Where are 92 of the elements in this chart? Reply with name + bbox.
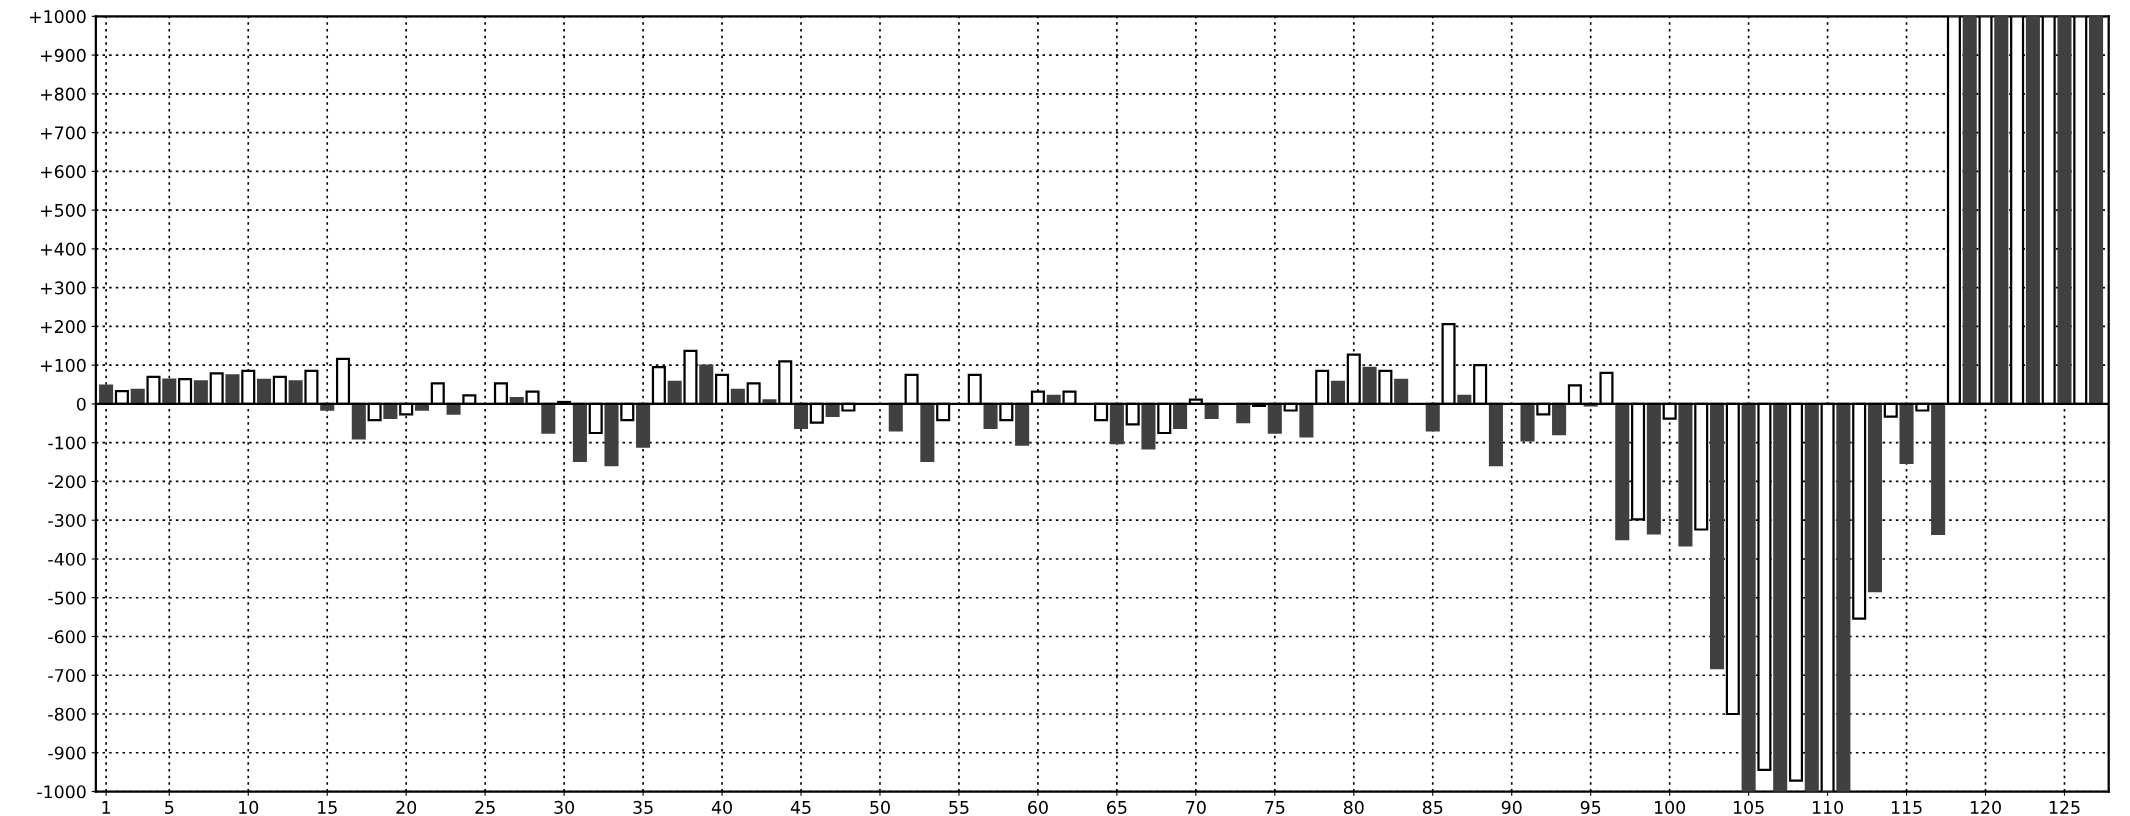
x-tick-label: 25: [475, 800, 495, 814]
x-tick-label: 100: [1654, 800, 1686, 814]
bar: [920, 402, 935, 463]
bar: [1773, 402, 1788, 792]
bar: [162, 378, 177, 406]
bar: [225, 374, 240, 406]
bar: [1330, 380, 1346, 406]
bar: [1962, 16, 1977, 406]
x-tick-label: 45: [790, 801, 811, 814]
bar: [2057, 16, 2072, 406]
bar: [636, 402, 651, 448]
x-tick-label: 60: [1028, 800, 1048, 814]
y-tick-label: +300: [40, 281, 86, 295]
y-tick-label: -200: [48, 475, 86, 489]
bar: [1015, 402, 1030, 446]
bar: [1931, 402, 1946, 535]
y-tick-label: -600: [48, 630, 86, 644]
bar: [1267, 402, 1282, 434]
bar: [1362, 366, 1377, 406]
bar: [1646, 402, 1661, 535]
y-tick-label: -300: [48, 513, 86, 528]
x-tick-label: 75: [1265, 801, 1285, 814]
bar: [604, 402, 619, 467]
x-tick-label: 90: [1501, 800, 1522, 814]
x-tick-label: 80: [1343, 800, 1364, 814]
bar: [1552, 402, 1567, 436]
x-tick-label: 15: [318, 801, 337, 814]
y-tick-label: +700: [40, 126, 86, 140]
bar: [888, 402, 903, 432]
y-tick-label: 0: [76, 397, 86, 411]
x-tick-label: 55: [949, 801, 969, 814]
y-tick-label: -100: [48, 436, 86, 450]
bar: [1899, 402, 1914, 464]
bar: [1741, 402, 1756, 792]
x-tick-label: 40: [711, 800, 732, 814]
y-tick-label: -900: [48, 746, 86, 760]
x-tick-label: 50: [870, 800, 890, 814]
x-tick-label: 110: [1812, 800, 1843, 814]
x-tick-label: 30: [554, 800, 575, 814]
bar: [351, 402, 366, 440]
y-tick-label: -400: [48, 552, 86, 566]
y-tick-label: -1000: [37, 785, 86, 799]
bar: [1394, 378, 1409, 406]
bar: [257, 378, 272, 406]
y-tick-label: +800: [40, 87, 86, 101]
x-tick-label: 85: [1422, 800, 1443, 814]
y-tick-label: -800: [48, 707, 86, 721]
y-tick-label: -500: [48, 591, 86, 605]
bar: [1299, 402, 1314, 438]
x-tick-label: 115: [1891, 801, 1922, 814]
bar: [2089, 16, 2104, 406]
y-tick-label: +500: [40, 203, 86, 217]
bar: [572, 402, 587, 463]
x-tick-label: 35: [633, 800, 653, 814]
bar: [1425, 402, 1440, 432]
y-tick-label: +400: [40, 242, 86, 256]
x-tick-label: 65: [1107, 800, 1127, 814]
bar: [1709, 402, 1725, 670]
bar: [2025, 16, 2040, 406]
x-tick-label: 120: [1970, 800, 2001, 814]
y-tick-label: -700: [48, 668, 86, 683]
x-tick-label: 20: [396, 800, 417, 814]
x-tick-label: 95: [1580, 800, 1601, 814]
bar: [983, 402, 998, 430]
bar: [1520, 402, 1535, 442]
bar: [193, 380, 208, 406]
bar: [541, 402, 556, 434]
bar: [1678, 402, 1693, 547]
y-tick-label: +900: [40, 48, 86, 62]
bar: [288, 380, 303, 406]
bar: [1173, 402, 1188, 430]
bar: [1804, 402, 1819, 792]
bar: [1836, 402, 1851, 792]
bar: [1488, 402, 1503, 467]
x-tick-label: 125: [2049, 800, 2080, 814]
bar: [1994, 16, 2009, 406]
bar: [1141, 402, 1156, 450]
x-tick-label: 1: [102, 801, 111, 814]
x-tick-label: 105: [1733, 800, 1764, 814]
bar: [699, 364, 714, 406]
y-tick-label: +200: [40, 320, 86, 334]
bar: [793, 402, 809, 430]
y-tick-label: +100: [40, 358, 86, 372]
x-tick-label: 70: [1186, 800, 1206, 814]
bar: [1867, 402, 1882, 593]
y-tick-label: +1000: [29, 10, 86, 24]
bar: [1109, 402, 1124, 445]
x-tick-label: 5: [165, 801, 174, 814]
bar: [667, 380, 682, 406]
bar: [1615, 402, 1630, 541]
y-tick-label: +600: [40, 165, 86, 179]
x-tick-label: 10: [239, 800, 259, 814]
